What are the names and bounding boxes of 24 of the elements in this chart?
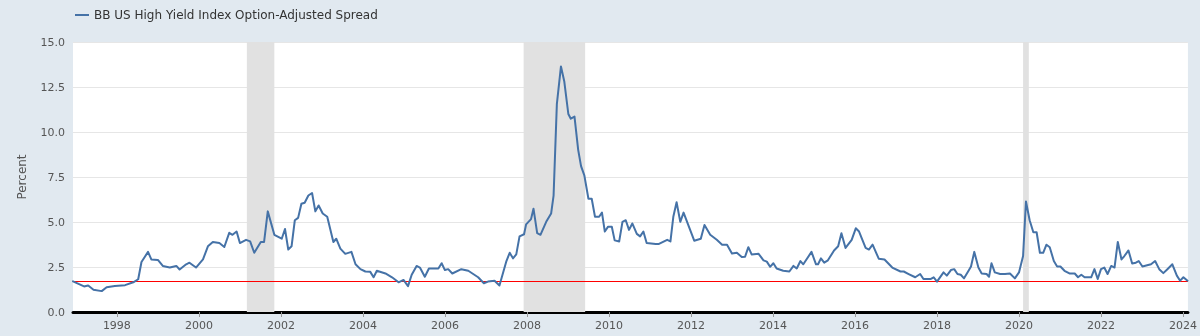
legend-label: BB US High Yield Index Option-Adjusted Spread — [94, 8, 378, 22]
x-tick-label: 2008 — [512, 319, 541, 332]
x-tick-label: 2022 — [1086, 319, 1115, 332]
x-tick-label: 2012 — [676, 319, 705, 332]
x-tick-label: 2018 — [922, 319, 951, 332]
x-tick-label: 2004 — [348, 319, 377, 332]
x-tick-label: 1998 — [102, 319, 131, 332]
x-tick-label: 2016 — [840, 319, 869, 332]
x-tick-label: 2020 — [1004, 319, 1033, 332]
x-tick-label: 2006 — [430, 319, 459, 332]
y-tick-label: 0.0 — [47, 305, 65, 319]
y-tick-label: 5.0 — [47, 215, 65, 229]
y-tick-label: 7.5 — [47, 170, 65, 184]
y-tick-label: 2.5 — [47, 260, 65, 274]
y-tick-label: 10.0 — [40, 125, 65, 139]
y-axis-title: Percent — [15, 154, 29, 200]
x-tick-label: 2010 — [594, 319, 623, 332]
y-tick-label: 15.0 — [40, 35, 65, 49]
y-tick-label: 12.5 — [40, 80, 65, 94]
x-tick-label: 2014 — [758, 319, 787, 332]
x-tick-label: 2002 — [266, 319, 295, 332]
line-series — [72, 65, 1189, 293]
x-tick-label: 2024 — [1169, 319, 1197, 332]
x-tick-label: 2000 — [184, 319, 213, 332]
